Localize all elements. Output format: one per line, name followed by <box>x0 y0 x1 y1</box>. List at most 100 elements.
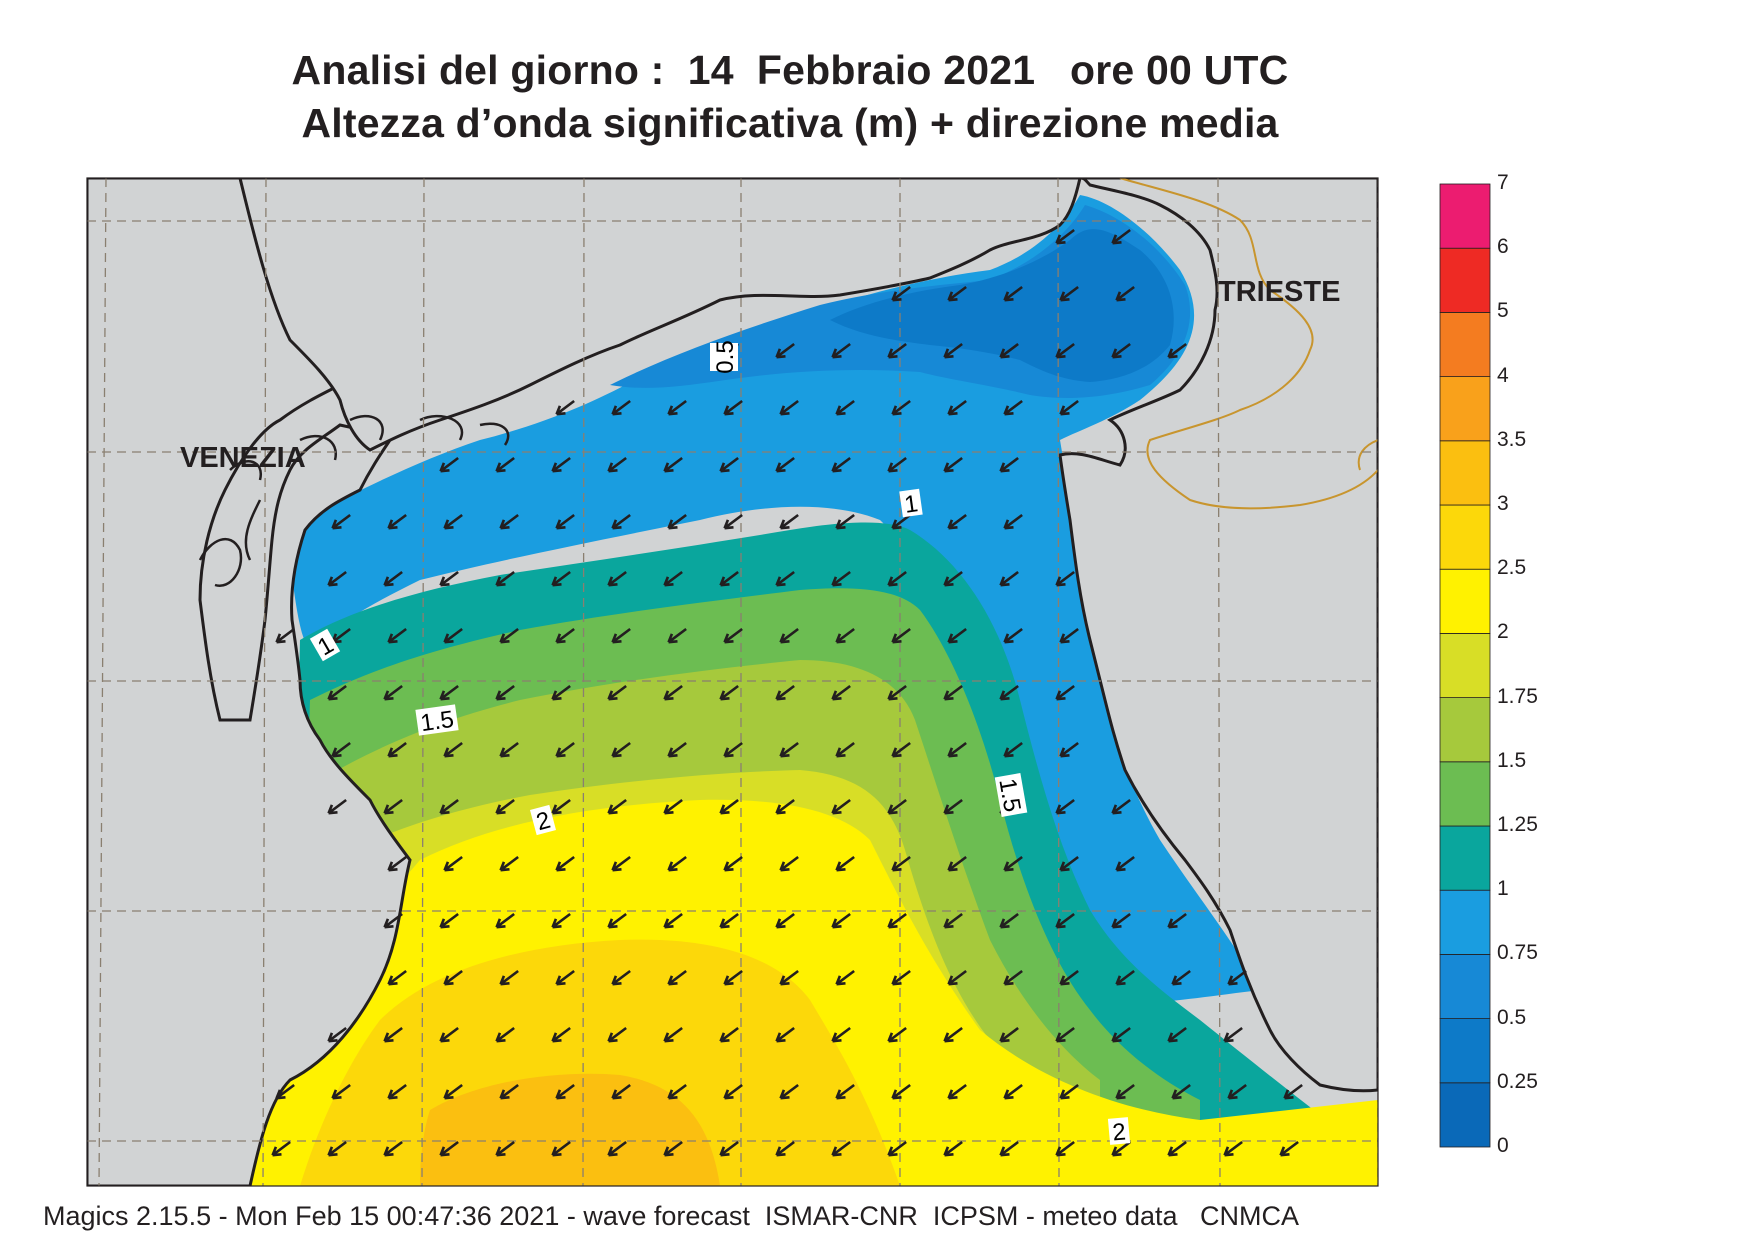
colorbar-swatch <box>1439 504 1491 570</box>
wave-direction-arrow <box>831 456 851 473</box>
colorbar-tick-label: 4 <box>1497 363 1509 387</box>
wave-direction-arrow <box>555 399 575 416</box>
wave-direction-arrow <box>555 741 575 758</box>
wave-direction-arrow <box>1059 627 1079 644</box>
place-label-trieste: TRIESTE <box>1218 276 1340 308</box>
wave-direction-arrow <box>551 570 571 587</box>
wave-direction-arrow <box>775 1026 795 1043</box>
wave-direction-arrow <box>667 1083 687 1100</box>
wave-direction-arrow <box>723 513 743 530</box>
wave-direction-arrow <box>1055 570 1075 587</box>
wave-direction-arrow <box>779 513 799 530</box>
land-italy-coast <box>87 178 412 1186</box>
wave-direction-arrow <box>611 399 631 416</box>
wave-direction-arrow <box>555 627 575 644</box>
wave-direction-arrow <box>723 969 743 986</box>
wave-direction-arrow <box>327 1026 347 1043</box>
wave-direction-arrow <box>775 1140 795 1157</box>
colorbar-swatch <box>1439 376 1491 442</box>
wave-direction-arrow <box>555 969 575 986</box>
colorbar-swatch <box>1439 761 1491 827</box>
wave-direction-arrow <box>499 627 519 644</box>
wave-direction-arrow <box>943 342 963 359</box>
wave-direction-arrow <box>1003 969 1023 986</box>
wave-direction-arrow <box>443 741 463 758</box>
wave-direction-arrow <box>667 627 687 644</box>
wave-direction-arrow <box>327 570 347 587</box>
wave-direction-arrow <box>495 1140 515 1157</box>
colorbar-tick-label: 0.75 <box>1497 941 1538 965</box>
wave-direction-arrow <box>439 912 459 929</box>
wave-direction-arrow <box>887 1026 907 1043</box>
wave-direction-arrow <box>495 1026 515 1043</box>
wave-direction-arrow <box>1055 1140 1075 1157</box>
colorbar-swatch <box>1439 954 1491 1020</box>
colorbar-swatch <box>1439 697 1491 763</box>
wave-direction-arrow <box>943 1026 963 1043</box>
wave-direction-arrow <box>835 741 855 758</box>
wave-direction-arrows <box>271 228 1303 1157</box>
wave-direction-arrow <box>887 798 907 815</box>
wave-direction-arrow <box>383 912 403 929</box>
wave-direction-arrow <box>1111 342 1131 359</box>
wave-direction-arrow <box>611 513 631 530</box>
wave-direction-arrow <box>1111 912 1131 929</box>
wave-direction-arrow <box>495 912 515 929</box>
colorbar-tick-label: 0.25 <box>1497 1069 1538 1093</box>
colorbar-tick-label: 2.5 <box>1497 556 1527 580</box>
wave-direction-arrow <box>723 1083 743 1100</box>
map-title-line-1: Analisi del giorno : 14 Febbraio 2021 or… <box>291 47 1289 93</box>
wave-direction-arrow <box>835 1083 855 1100</box>
wave-direction-arrow <box>551 1140 571 1157</box>
wave-direction-arrow <box>499 513 519 530</box>
wave-direction-arrow <box>779 627 799 644</box>
wave-direction-arrow <box>607 684 627 701</box>
colorbar-tick-label: 2 <box>1497 620 1509 644</box>
contour-label: 1.5 <box>419 706 456 737</box>
wave-direction-arrow <box>1171 1083 1191 1100</box>
wave-direction-arrow <box>947 399 967 416</box>
map-title-line-2: Altezza d’onda significativa (m) + direz… <box>301 100 1279 146</box>
wave-direction-arrow <box>551 798 571 815</box>
wave-direction-arrow <box>387 627 407 644</box>
wave-direction-arrow <box>775 684 795 701</box>
land-north-coast <box>238 178 1082 452</box>
wave-direction-arrow <box>1059 741 1079 758</box>
wave-direction-arrow <box>1227 1083 1247 1100</box>
wave-direction-arrow <box>723 855 743 872</box>
colorbar-swatch <box>1439 568 1491 634</box>
wave-direction-arrow <box>1055 684 1075 701</box>
colorbar-swatch <box>1439 311 1491 377</box>
wave-direction-arrow <box>947 513 967 530</box>
map-frame <box>86 177 1379 1187</box>
wave-direction-arrow <box>999 342 1019 359</box>
wave-direction-arrow <box>383 684 403 701</box>
wave-direction-arrow <box>835 513 855 530</box>
wave-direction-arrow <box>1111 228 1131 245</box>
wave-direction-arrow <box>607 912 627 929</box>
colorbar-tick-label: 7 <box>1497 171 1509 194</box>
wave-direction-arrow <box>1167 342 1187 359</box>
wave-direction-arrow <box>1111 798 1131 815</box>
wave-direction-arrow <box>1223 1140 1243 1157</box>
sea-band-0.75-1 <box>290 195 1260 1005</box>
wave-direction-arrow <box>831 798 851 815</box>
wave-direction-arrow <box>499 969 519 986</box>
wave-direction-arrow <box>439 798 459 815</box>
wave-direction-arrow <box>943 456 963 473</box>
wave-direction-arrow <box>1283 1083 1303 1100</box>
wave-direction-arrow <box>1171 969 1191 986</box>
sea-band-0.25-0.5 <box>830 229 1174 382</box>
colorbar-tick-label: 1 <box>1497 877 1509 901</box>
wave-direction-arrow <box>779 855 799 872</box>
wave-direction-arrow <box>495 456 515 473</box>
wave-direction-arrow <box>663 570 683 587</box>
wave-direction-arrow <box>999 1140 1019 1157</box>
wave-direction-arrow <box>719 684 739 701</box>
wave-direction-arrow <box>439 456 459 473</box>
contour-label: 1.5 <box>993 776 1025 814</box>
wave-direction-arrow <box>1059 855 1079 872</box>
wave-direction-arrow <box>667 741 687 758</box>
wave-direction-arrow <box>1167 1026 1187 1043</box>
